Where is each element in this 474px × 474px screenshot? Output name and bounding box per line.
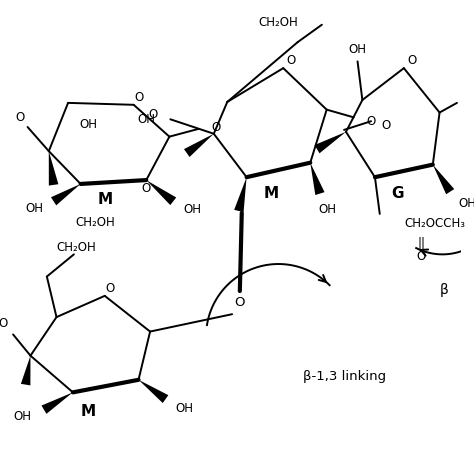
Polygon shape: [184, 134, 214, 157]
Text: O: O: [382, 118, 391, 132]
Text: OH: OH: [25, 201, 43, 215]
Text: O: O: [407, 54, 416, 67]
Text: β-1,3 linking: β-1,3 linking: [302, 370, 386, 383]
Text: OH: OH: [319, 202, 337, 216]
Polygon shape: [51, 184, 81, 205]
Text: ||: ||: [417, 237, 425, 249]
Polygon shape: [234, 177, 246, 212]
Text: CH₂OCCH₃: CH₂OCCH₃: [404, 217, 465, 230]
Text: OH: OH: [183, 202, 201, 216]
Text: CH₂OH: CH₂OH: [56, 241, 96, 254]
Polygon shape: [21, 356, 30, 385]
Text: O: O: [417, 250, 426, 263]
Text: OH: OH: [79, 118, 97, 131]
Polygon shape: [138, 380, 168, 403]
Text: G: G: [391, 186, 403, 201]
Text: OH: OH: [137, 113, 155, 126]
Text: O: O: [105, 282, 114, 295]
Text: OH: OH: [14, 410, 32, 423]
Text: OH: OH: [176, 402, 194, 415]
Text: OH: OH: [348, 43, 366, 56]
Text: OH: OH: [458, 197, 474, 210]
Polygon shape: [315, 132, 346, 153]
Text: CH₂OH: CH₂OH: [258, 16, 298, 29]
Text: O: O: [235, 296, 245, 309]
Polygon shape: [146, 180, 176, 205]
Text: O: O: [15, 111, 25, 124]
Text: O: O: [211, 120, 220, 134]
Text: O: O: [286, 54, 296, 67]
Text: O: O: [366, 115, 376, 128]
Text: M: M: [81, 404, 96, 419]
Text: O: O: [0, 317, 8, 330]
Text: O: O: [142, 182, 151, 195]
Text: CH₂OH: CH₂OH: [75, 216, 115, 229]
Polygon shape: [42, 392, 73, 414]
Text: O: O: [148, 108, 158, 121]
Polygon shape: [310, 163, 325, 195]
Polygon shape: [433, 164, 454, 194]
Text: M: M: [264, 186, 279, 201]
Polygon shape: [49, 151, 58, 186]
Text: β: β: [439, 283, 448, 297]
Text: O: O: [134, 91, 143, 104]
Text: M: M: [97, 192, 112, 207]
